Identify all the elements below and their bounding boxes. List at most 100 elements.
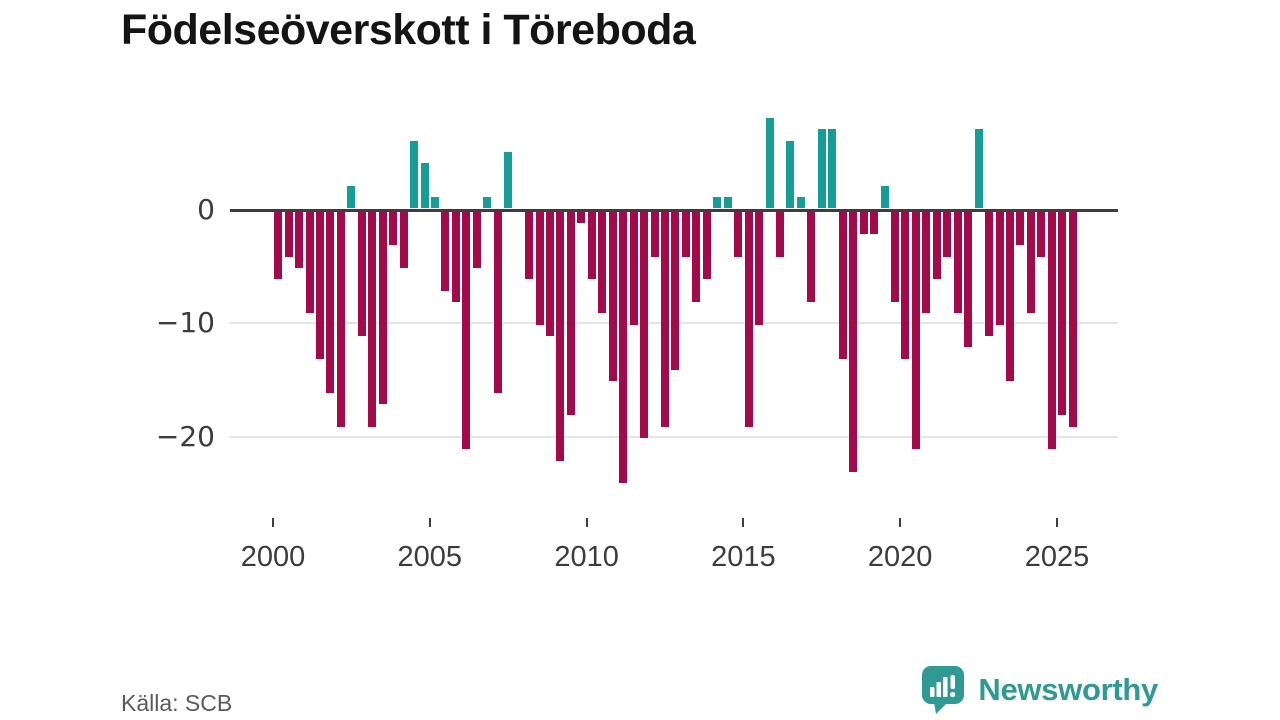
bar-negative bbox=[1005, 211, 1014, 382]
bar-negative bbox=[389, 211, 398, 246]
bar-negative bbox=[619, 211, 628, 484]
bar-negative bbox=[1058, 211, 1067, 416]
bar-positive bbox=[713, 197, 722, 209]
bar-negative bbox=[274, 211, 283, 280]
bar-negative bbox=[671, 211, 680, 371]
bar-negative bbox=[336, 211, 345, 427]
bar-negative bbox=[640, 211, 649, 439]
bar-negative bbox=[859, 211, 868, 235]
bar-negative bbox=[493, 211, 502, 393]
newsworthy-wordmark: Newsworthy bbox=[978, 672, 1158, 707]
bar-negative bbox=[546, 211, 554, 337]
x-axis-tick bbox=[585, 518, 588, 527]
bar-negative bbox=[911, 211, 920, 450]
bar-positive bbox=[796, 197, 805, 209]
x-axis-tick bbox=[272, 518, 274, 527]
bar-positive bbox=[765, 117, 774, 209]
bar-negative bbox=[357, 211, 366, 337]
bar-negative bbox=[744, 211, 753, 427]
bar-negative bbox=[566, 211, 575, 416]
x-axis-tick bbox=[1056, 518, 1058, 527]
bar-negative bbox=[535, 211, 544, 325]
bar-negative bbox=[890, 211, 899, 303]
x-axis-tick bbox=[742, 518, 745, 527]
y-axis-label: −10 bbox=[155, 306, 215, 340]
x-axis-label: 2015 bbox=[711, 541, 776, 573]
bar-negative bbox=[451, 211, 460, 303]
bar-negative bbox=[932, 211, 941, 280]
x-axis-tick bbox=[899, 518, 902, 527]
bar-negative bbox=[849, 211, 858, 473]
bar-negative bbox=[441, 211, 450, 291]
bar-positive bbox=[880, 185, 889, 209]
bar-negative bbox=[755, 211, 764, 325]
bar-negative bbox=[953, 211, 962, 314]
bar-negative bbox=[985, 211, 994, 337]
bar-negative bbox=[964, 211, 973, 348]
bar-positive bbox=[420, 163, 429, 209]
chart-title: Födelseöverskott i Töreboda bbox=[121, 6, 696, 54]
newsworthy-icon bbox=[922, 666, 965, 714]
bar-positive bbox=[786, 140, 795, 209]
bar-negative bbox=[295, 211, 304, 269]
bar-negative bbox=[995, 211, 1004, 325]
bar-negative bbox=[472, 211, 481, 269]
bar-negative bbox=[305, 211, 314, 314]
bar-negative bbox=[284, 211, 293, 257]
bar-negative bbox=[901, 211, 910, 359]
bar-negative bbox=[326, 211, 335, 393]
bar-negative bbox=[943, 211, 952, 257]
source-note: Källa: SCB bbox=[121, 690, 233, 716]
bar-positive bbox=[410, 140, 419, 209]
bar-negative bbox=[378, 211, 387, 405]
bar-negative bbox=[661, 211, 669, 427]
bar-negative bbox=[1037, 211, 1046, 257]
zero-axis-line bbox=[230, 208, 1118, 212]
x-axis-label: 2000 bbox=[240, 541, 306, 573]
bar-negative bbox=[316, 211, 325, 359]
bar-positive bbox=[817, 129, 826, 209]
y-axis-label: 0 bbox=[197, 193, 215, 226]
bar-negative bbox=[1016, 211, 1025, 246]
x-axis-label: 2020 bbox=[867, 541, 933, 573]
bar-positive bbox=[347, 185, 356, 209]
bar-negative bbox=[922, 211, 931, 314]
x-axis-tick bbox=[428, 518, 431, 527]
bar-negative bbox=[650, 211, 659, 257]
newsworthy-logo: Newsworthy bbox=[922, 666, 1158, 714]
bar-negative bbox=[681, 211, 690, 257]
bar-negative bbox=[702, 211, 711, 280]
bar-positive bbox=[723, 197, 732, 209]
bar-negative bbox=[1047, 211, 1056, 450]
bar-negative bbox=[629, 211, 638, 325]
y-axis-label: −20 bbox=[155, 419, 215, 453]
bar-negative bbox=[692, 211, 701, 303]
bar-positive bbox=[483, 197, 492, 209]
bar-negative bbox=[577, 211, 586, 223]
bar-negative bbox=[1026, 211, 1035, 314]
bar-negative bbox=[870, 211, 879, 235]
bar-negative bbox=[734, 211, 743, 257]
bar-positive bbox=[974, 129, 983, 209]
x-axis-label: 2005 bbox=[397, 541, 463, 573]
bar-negative bbox=[399, 211, 408, 269]
gridline bbox=[230, 435, 1118, 438]
bar-positive bbox=[431, 197, 440, 209]
x-axis-label: 2025 bbox=[1024, 541, 1090, 573]
x-axis-label: 2010 bbox=[554, 541, 619, 573]
bar-negative bbox=[598, 211, 607, 314]
bar-negative bbox=[587, 211, 596, 280]
bar-positive bbox=[504, 151, 513, 209]
bar-negative bbox=[838, 211, 847, 359]
bar-negative bbox=[368, 211, 377, 427]
bar-negative bbox=[608, 211, 617, 382]
bar-negative bbox=[775, 211, 784, 257]
bar-negative bbox=[807, 211, 816, 303]
bar-negative bbox=[525, 211, 534, 280]
bar-negative bbox=[556, 211, 565, 461]
bar-negative bbox=[462, 211, 471, 450]
bar-negative bbox=[1068, 211, 1077, 427]
bar-positive bbox=[828, 129, 837, 209]
